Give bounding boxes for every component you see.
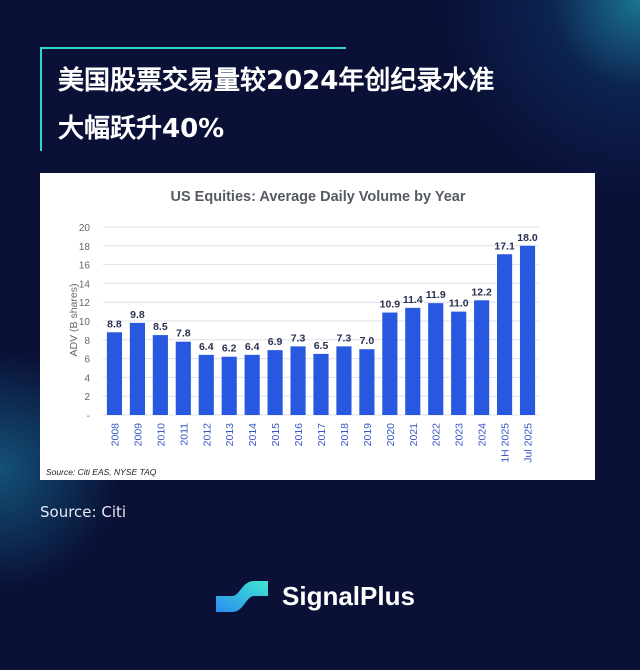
data-label: 6.4	[245, 341, 260, 353]
x-tick-label: 2008	[109, 423, 121, 447]
data-label: 9.8	[130, 309, 145, 321]
title-bracket-left	[40, 47, 42, 151]
y-tick-label: -	[87, 411, 90, 422]
y-axis-label: ADV (B shares)	[68, 284, 80, 357]
y-tick-label: 18	[79, 242, 91, 253]
x-tick-label: 2009	[132, 423, 144, 447]
bar	[221, 356, 237, 415]
data-label: 11.9	[426, 289, 446, 301]
y-tick-label: 20	[79, 223, 91, 234]
x-tick-label: 2018	[339, 423, 351, 447]
headline-line-1: 美国股票交易量较2024年创纪录水准	[58, 66, 495, 96]
data-label: 8.8	[107, 318, 122, 330]
data-label: 7.3	[337, 332, 352, 344]
chart-source-note: Source: Citi EAS, NYSE TAQ	[46, 467, 157, 477]
y-tick-label: 6	[84, 355, 90, 366]
data-label: 6.5	[314, 340, 329, 352]
data-label: 17.1	[494, 240, 515, 252]
x-tick-label: 2013	[224, 423, 236, 447]
x-tick-label: 2011	[178, 423, 190, 446]
x-tick-label: 1H 2025	[500, 423, 512, 463]
data-label: 10.9	[380, 299, 401, 311]
y-tick-label: 10	[79, 317, 91, 328]
data-label: 12.2	[471, 286, 492, 298]
y-tick-label: 4	[84, 373, 90, 384]
bar	[244, 354, 260, 415]
data-label: 7.0	[360, 335, 375, 347]
bar	[152, 335, 168, 415]
data-label: 7.3	[291, 332, 306, 344]
x-tick-label: 2014	[247, 423, 259, 447]
title-bracket-top	[40, 47, 346, 49]
bar	[519, 245, 536, 415]
bar	[451, 311, 467, 415]
bar-chart: US Equities: Average Daily Volume by Yea…	[46, 189, 539, 477]
x-tick-label: 2019	[362, 423, 374, 447]
bar	[267, 350, 283, 415]
chart-panel: US Equities: Average Daily Volume by Yea…	[40, 173, 595, 480]
x-tick-label: 2010	[155, 423, 167, 447]
x-tick-label: Jul 2025	[523, 423, 535, 463]
data-label: 8.5	[153, 321, 168, 333]
bar	[359, 349, 375, 415]
y-tick-label: 14	[79, 279, 91, 290]
source-text: Source: Citi	[40, 503, 127, 521]
x-tick-label: 2015	[270, 423, 282, 447]
x-tick-label: 2023	[454, 423, 466, 447]
x-tick-label: 2024	[477, 423, 489, 447]
x-tick-label: 2022	[431, 423, 443, 447]
x-tick-label: 2020	[385, 423, 397, 447]
headline: 美国股票交易量较2024年创纪录水准 大幅跃升40%	[58, 57, 494, 153]
x-tick-label: 2017	[316, 423, 328, 447]
bar	[405, 307, 421, 415]
y-tick-label: 8	[84, 336, 90, 347]
y-tick-label: 2	[84, 392, 90, 403]
headline-line-2: 大幅跃升40%	[58, 114, 225, 144]
data-label: 18.0	[517, 232, 538, 244]
data-label: 6.2	[222, 343, 237, 355]
bar	[313, 353, 329, 415]
bar	[290, 346, 306, 415]
bar	[175, 341, 191, 415]
brand-name: SignalPlus	[282, 580, 415, 611]
bar	[129, 322, 145, 415]
data-label: 11.0	[449, 298, 469, 310]
y-tick-label: 16	[79, 261, 91, 272]
data-label: 7.8	[176, 328, 191, 340]
bar	[474, 300, 490, 415]
bar	[336, 346, 352, 415]
bar	[198, 354, 214, 415]
y-tick-label: 12	[79, 298, 91, 309]
signalplus-logo: SignalPlus	[214, 576, 415, 616]
x-tick-label: 2012	[201, 423, 213, 447]
bar	[106, 332, 123, 415]
x-tick-label: 2021	[408, 423, 420, 447]
signalplus-logo-icon	[216, 581, 268, 612]
data-label: 11.4	[403, 294, 423, 306]
bar	[428, 303, 444, 415]
bar	[497, 254, 513, 415]
chart-title: US Equities: Average Daily Volume by Yea…	[171, 189, 466, 205]
bar	[382, 312, 398, 415]
data-label: 6.4	[199, 341, 214, 353]
data-label: 6.9	[268, 336, 283, 348]
x-tick-label: 2016	[293, 423, 305, 447]
